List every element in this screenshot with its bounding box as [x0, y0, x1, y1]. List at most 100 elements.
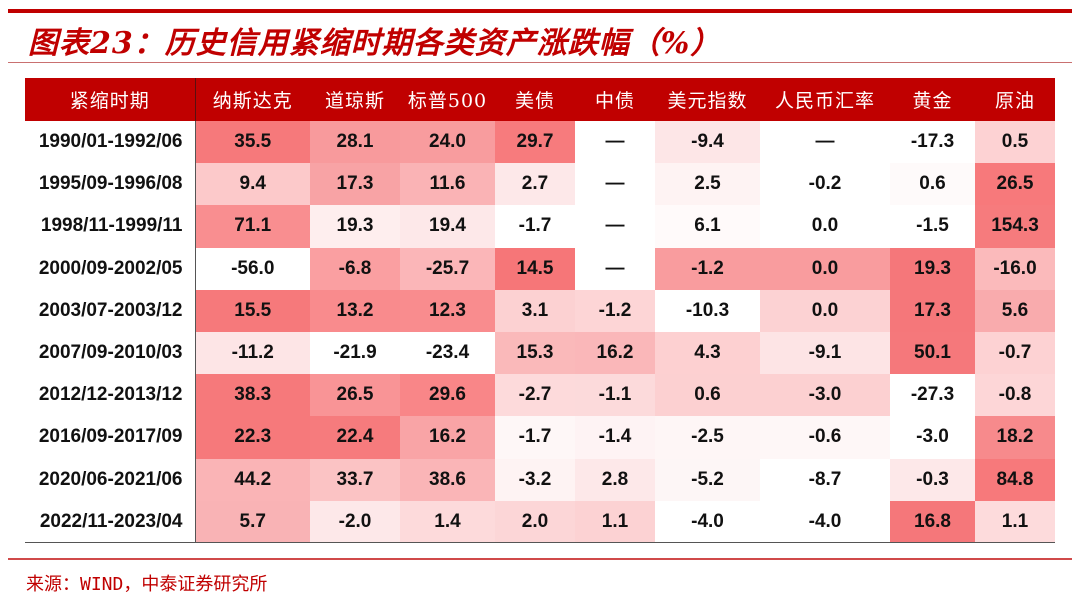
cell-gold: 17.3 — [890, 289, 975, 332]
cell-period: 1998/11-1999/11 — [25, 205, 196, 248]
col-header-period: 紧缩时期 — [25, 78, 196, 121]
cell-sp500: 38.6 — [400, 458, 495, 501]
table-row: 1998/11-1999/11 71.1 19.3 19.4 -1.7—6.1 0.0 -1… — [25, 205, 1055, 248]
cell-us-treasury: 2.0 — [495, 500, 575, 544]
cell-oil: -0.8 — [975, 374, 1055, 417]
table-row: 2000/09-2002/05 -56.0 -6.8 -25.7 14.5— -1.2 0.… — [25, 247, 1055, 290]
col-header-cn-bond: 中债 — [575, 78, 655, 121]
cell-oil: -0.7 — [975, 331, 1055, 375]
cell-gold: 16.8 — [890, 500, 975, 544]
table-row: 2007/09-2010/03 -11.2 -21.9 -23.4 15.3 16.2 4.… — [25, 331, 1055, 375]
cell-us-treasury: 14.5 — [495, 247, 575, 290]
cell-period: 2022/11-2023/04 — [25, 500, 196, 544]
cell-oil: 154.3 — [975, 205, 1055, 248]
col-header-nasdaq: 纳斯达克 — [195, 78, 310, 121]
cell-sp500: 16.2 — [400, 416, 495, 459]
cell-sp500: 24.0 — [400, 121, 495, 164]
cell-us-treasury: 29.7 — [495, 121, 575, 164]
cell-gold: 50.1 — [890, 331, 975, 375]
cell-oil: 5.6 — [975, 289, 1055, 332]
table-row: 2020/06-2021/06 44.2 33.7 38.6 -3.2 2.8 -5.2 -8… — [25, 458, 1055, 501]
cell-dow: 33.7 — [310, 458, 400, 501]
cell-us-treasury: -3.2 — [495, 458, 575, 501]
title-divider — [8, 62, 1072, 63]
cell-oil: 84.8 — [975, 458, 1055, 501]
cell-oil: 1.1 — [975, 500, 1055, 544]
col-header-gold: 黄金 — [890, 78, 975, 121]
table-row: 1995/09-1996/08 9.4 17.3 11.6 2.7—2.5 -0.2 0.6… — [25, 163, 1055, 206]
cell-oil: -16.0 — [975, 247, 1055, 290]
cell-period: 2012/12-2013/12 — [25, 374, 196, 417]
cell-nasdaq: 5.7 — [195, 500, 310, 544]
cell-sp500: 1.4 — [400, 500, 495, 544]
bottom-divider — [8, 558, 1072, 560]
cell-us-treasury: 2.7 — [495, 163, 575, 206]
cell-dxy: -10.3 — [655, 289, 760, 332]
cell-cn-bond: -1.1 — [575, 374, 655, 417]
cell-sp500: 12.3 — [400, 289, 495, 332]
cell-cn-bond: — — [575, 247, 655, 290]
cell-dxy: -2.5 — [655, 416, 760, 459]
cell-gold: -3.0 — [890, 416, 975, 459]
cell-nasdaq: 35.5 — [195, 121, 310, 164]
cell-dow: 26.5 — [310, 374, 400, 417]
cell-dxy: 0.6 — [655, 374, 760, 417]
cell-sp500: 19.4 — [400, 205, 495, 248]
cell-us-treasury: 15.3 — [495, 331, 575, 375]
cell-gold: -0.3 — [890, 458, 975, 501]
cell-period: 1990/01-1992/06 — [25, 121, 196, 164]
cell-nasdaq: 71.1 — [195, 205, 310, 248]
cell-gold: -27.3 — [890, 374, 975, 417]
col-header-oil: 原油 — [975, 78, 1055, 121]
cell-cny: 0.0 — [760, 289, 890, 332]
cell-cn-bond: 1.1 — [575, 500, 655, 544]
cell-oil: 18.2 — [975, 416, 1055, 459]
cell-cny: -9.1 — [760, 331, 890, 375]
cell-gold: -1.5 — [890, 205, 975, 248]
table-row: 2012/12-2013/12 38.3 26.5 29.6 -2.7 -1.1 0.6 -3… — [25, 374, 1055, 417]
cell-dow: -21.9 — [310, 331, 400, 375]
col-header-dxy: 美元指数 — [655, 78, 760, 121]
cell-gold: 19.3 — [890, 247, 975, 290]
cell-sp500: -25.7 — [400, 247, 495, 290]
cell-us-treasury: -1.7 — [495, 416, 575, 459]
source-note: 来源：WIND，中泰证券研究所 — [26, 574, 268, 595]
cell-nasdaq: 15.5 — [195, 289, 310, 332]
cell-dxy: -5.2 — [655, 458, 760, 501]
cell-nasdaq: -11.2 — [195, 331, 310, 375]
table-row: 2016/09-2017/09 22.3 22.4 16.2 -1.7 -1.4 -2.5-… — [25, 416, 1055, 459]
cell-dxy: 4.3 — [655, 331, 760, 375]
cell-dxy: -4.0 — [655, 500, 760, 544]
cell-cny: — — [760, 121, 890, 164]
cell-dxy: 2.5 — [655, 163, 760, 206]
table-row: 1990/01-1992/06 35.5 28.1 24.0 29.7— -9.4— -17… — [25, 121, 1055, 164]
cell-period: 1995/09-1996/08 — [25, 163, 196, 206]
cell-cny: 0.0 — [760, 205, 890, 248]
cell-cn-bond: 2.8 — [575, 458, 655, 501]
cell-cn-bond: 16.2 — [575, 331, 655, 375]
cell-nasdaq: 22.3 — [195, 416, 310, 459]
cell-dow: -2.0 — [310, 500, 400, 544]
cell-nasdaq: 9.4 — [195, 163, 310, 206]
cell-period: 2000/09-2002/05 — [25, 247, 196, 290]
cell-gold: 0.6 — [890, 163, 975, 206]
cell-us-treasury: 3.1 — [495, 289, 575, 332]
cell-cn-bond: -1.4 — [575, 416, 655, 459]
cell-dxy: 6.1 — [655, 205, 760, 248]
cell-dow: -6.8 — [310, 247, 400, 290]
cell-dow: 17.3 — [310, 163, 400, 206]
cell-sp500: 29.6 — [400, 374, 495, 417]
cell-dow: 13.2 — [310, 289, 400, 332]
cell-dow: 19.3 — [310, 205, 400, 248]
cell-sp500: -23.4 — [400, 331, 495, 375]
cell-cny: -0.6 — [760, 416, 890, 459]
cell-period: 2016/09-2017/09 — [25, 416, 196, 459]
cell-nasdaq: -56.0 — [195, 247, 310, 290]
cell-cn-bond: -1.2 — [575, 289, 655, 332]
cell-dow: 22.4 — [310, 416, 400, 459]
cell-us-treasury: -2.7 — [495, 374, 575, 417]
cell-cn-bond: — — [575, 121, 655, 164]
cell-cny: 0.0 — [760, 247, 890, 290]
cell-cny: -3.0 — [760, 374, 890, 417]
cell-cny: -8.7 — [760, 458, 890, 501]
